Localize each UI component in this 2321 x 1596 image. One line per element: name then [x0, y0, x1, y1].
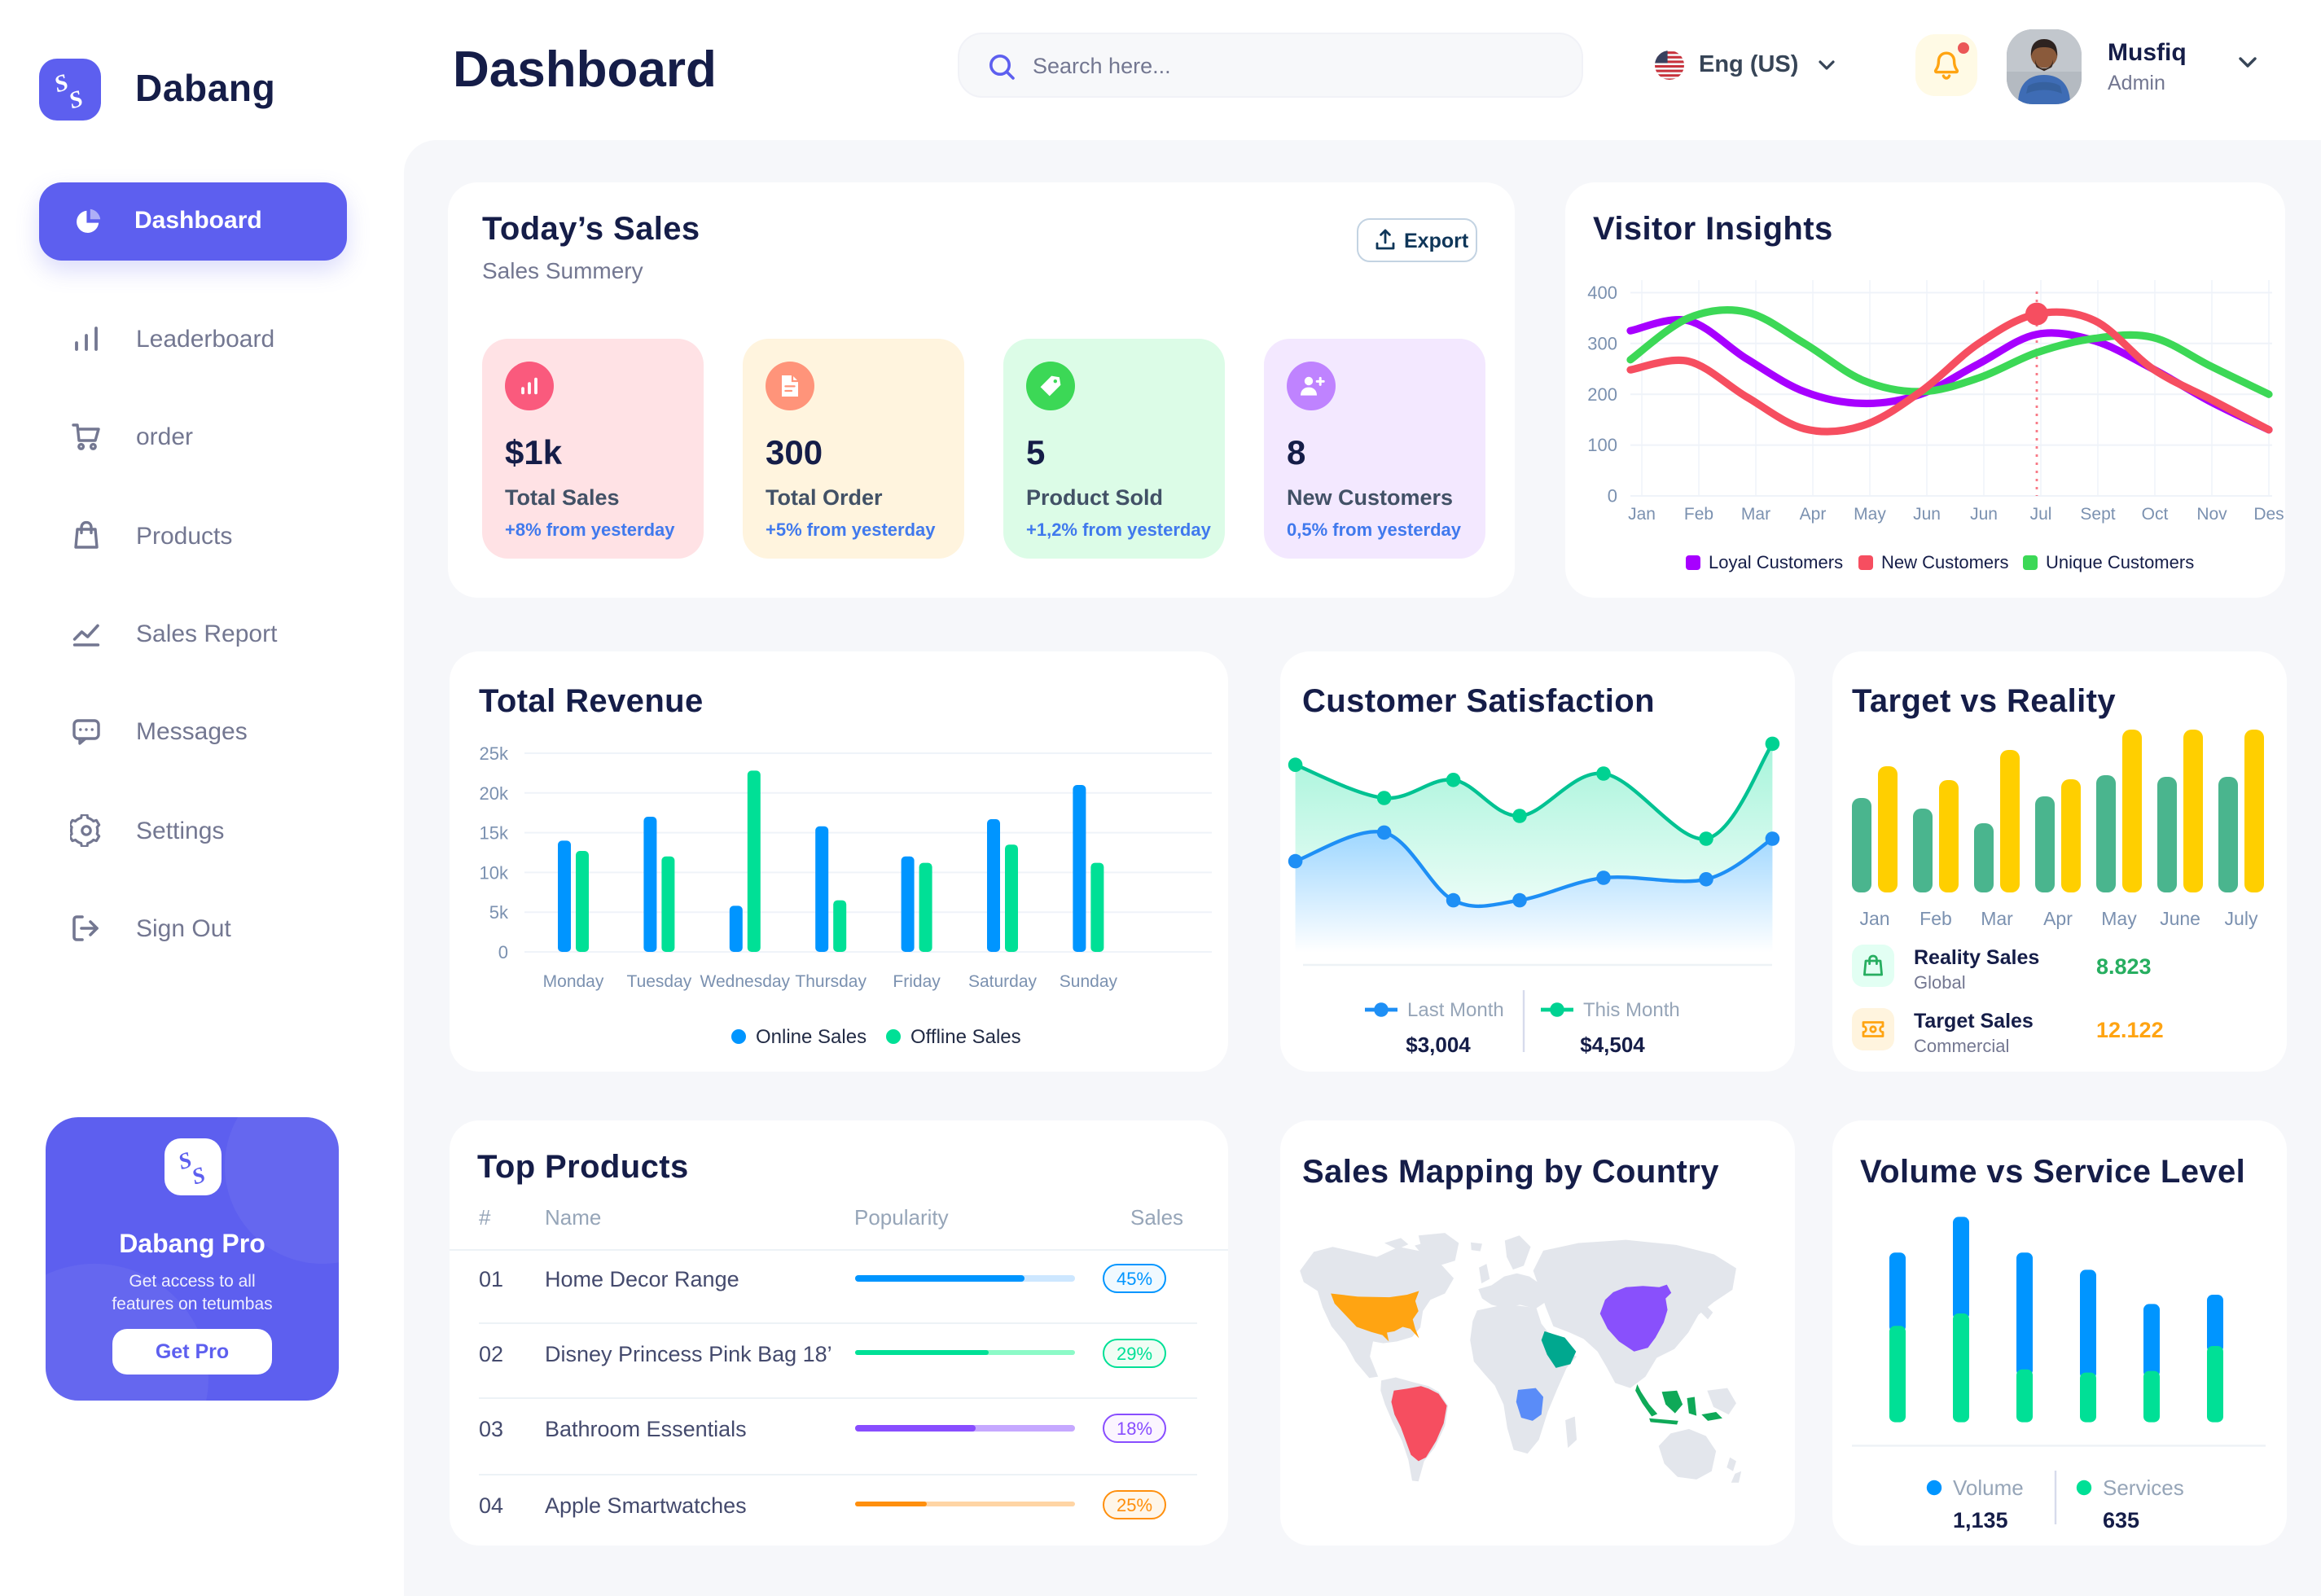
- svg-text:Apr: Apr: [1800, 504, 1827, 523]
- svg-text:May: May: [2101, 908, 2137, 929]
- svg-text:100: 100: [1587, 434, 1617, 454]
- svg-text:Services: Services: [2103, 1475, 2184, 1499]
- svg-text:Nov: Nov: [2196, 504, 2227, 523]
- svg-text:635: 635: [2103, 1507, 2139, 1532]
- svg-text:Loyal Customers: Loyal Customers: [1709, 551, 1843, 572]
- svg-text:25k: 25k: [480, 743, 509, 764]
- svg-text:Unique Customers: Unique Customers: [2046, 551, 2194, 572]
- svg-text:Mar: Mar: [1981, 908, 2013, 929]
- svg-text:Jun: Jun: [1913, 504, 1941, 523]
- svg-text:Last Month: Last Month: [1406, 999, 1503, 1021]
- svg-text:400: 400: [1587, 282, 1617, 302]
- svg-text:$3,004: $3,004: [1405, 1033, 1470, 1057]
- svg-text:Wednesday: Wednesday: [700, 972, 791, 991]
- svg-text:Oct: Oct: [2142, 504, 2169, 523]
- svg-text:1,135: 1,135: [1953, 1507, 2008, 1532]
- svg-text:S: S: [188, 1161, 208, 1189]
- svg-text:Friday: Friday: [893, 972, 941, 991]
- svg-text:300: 300: [1587, 332, 1617, 353]
- svg-text:Thursday: Thursday: [795, 972, 867, 991]
- svg-text:0: 0: [498, 942, 508, 962]
- svg-text:10k: 10k: [480, 862, 509, 883]
- svg-text:$4,504: $4,504: [1579, 1033, 1644, 1057]
- svg-text:July: July: [2225, 908, 2258, 929]
- svg-text:Sept: Sept: [2080, 504, 2115, 523]
- svg-text:New Customers: New Customers: [1881, 551, 2008, 572]
- svg-text:15k: 15k: [480, 823, 509, 844]
- svg-text:May: May: [1854, 504, 1886, 523]
- svg-text:Jul: Jul: [2030, 504, 2052, 523]
- svg-text:5k: 5k: [489, 902, 509, 923]
- svg-text:Offline Sales: Offline Sales: [910, 1026, 1021, 1048]
- svg-text:Jan: Jan: [1628, 504, 1656, 523]
- svg-text:Feb: Feb: [1920, 908, 1952, 929]
- svg-text:Saturday: Saturday: [968, 972, 1038, 991]
- svg-text:Mar: Mar: [1741, 504, 1770, 523]
- svg-text:Feb: Feb: [1684, 504, 1713, 523]
- svg-text:June: June: [2160, 908, 2200, 929]
- svg-text:Des: Des: [2253, 504, 2284, 523]
- svg-text:Sunday: Sunday: [1060, 972, 1118, 991]
- svg-text:20k: 20k: [480, 783, 509, 804]
- svg-text:0: 0: [1608, 485, 1617, 506]
- svg-text:S: S: [65, 85, 86, 113]
- svg-text:Apr: Apr: [2043, 908, 2073, 929]
- svg-text:Online Sales: Online Sales: [756, 1026, 867, 1048]
- svg-text:200: 200: [1587, 384, 1617, 404]
- svg-text:Tuesday: Tuesday: [627, 972, 692, 991]
- svg-text:This Month: This Month: [1582, 999, 1679, 1021]
- svg-text:Jun: Jun: [1970, 504, 1998, 523]
- svg-text:Jan: Jan: [1859, 908, 1889, 929]
- svg-text:Monday: Monday: [543, 972, 604, 991]
- svg-text:Volume: Volume: [1953, 1475, 2024, 1499]
